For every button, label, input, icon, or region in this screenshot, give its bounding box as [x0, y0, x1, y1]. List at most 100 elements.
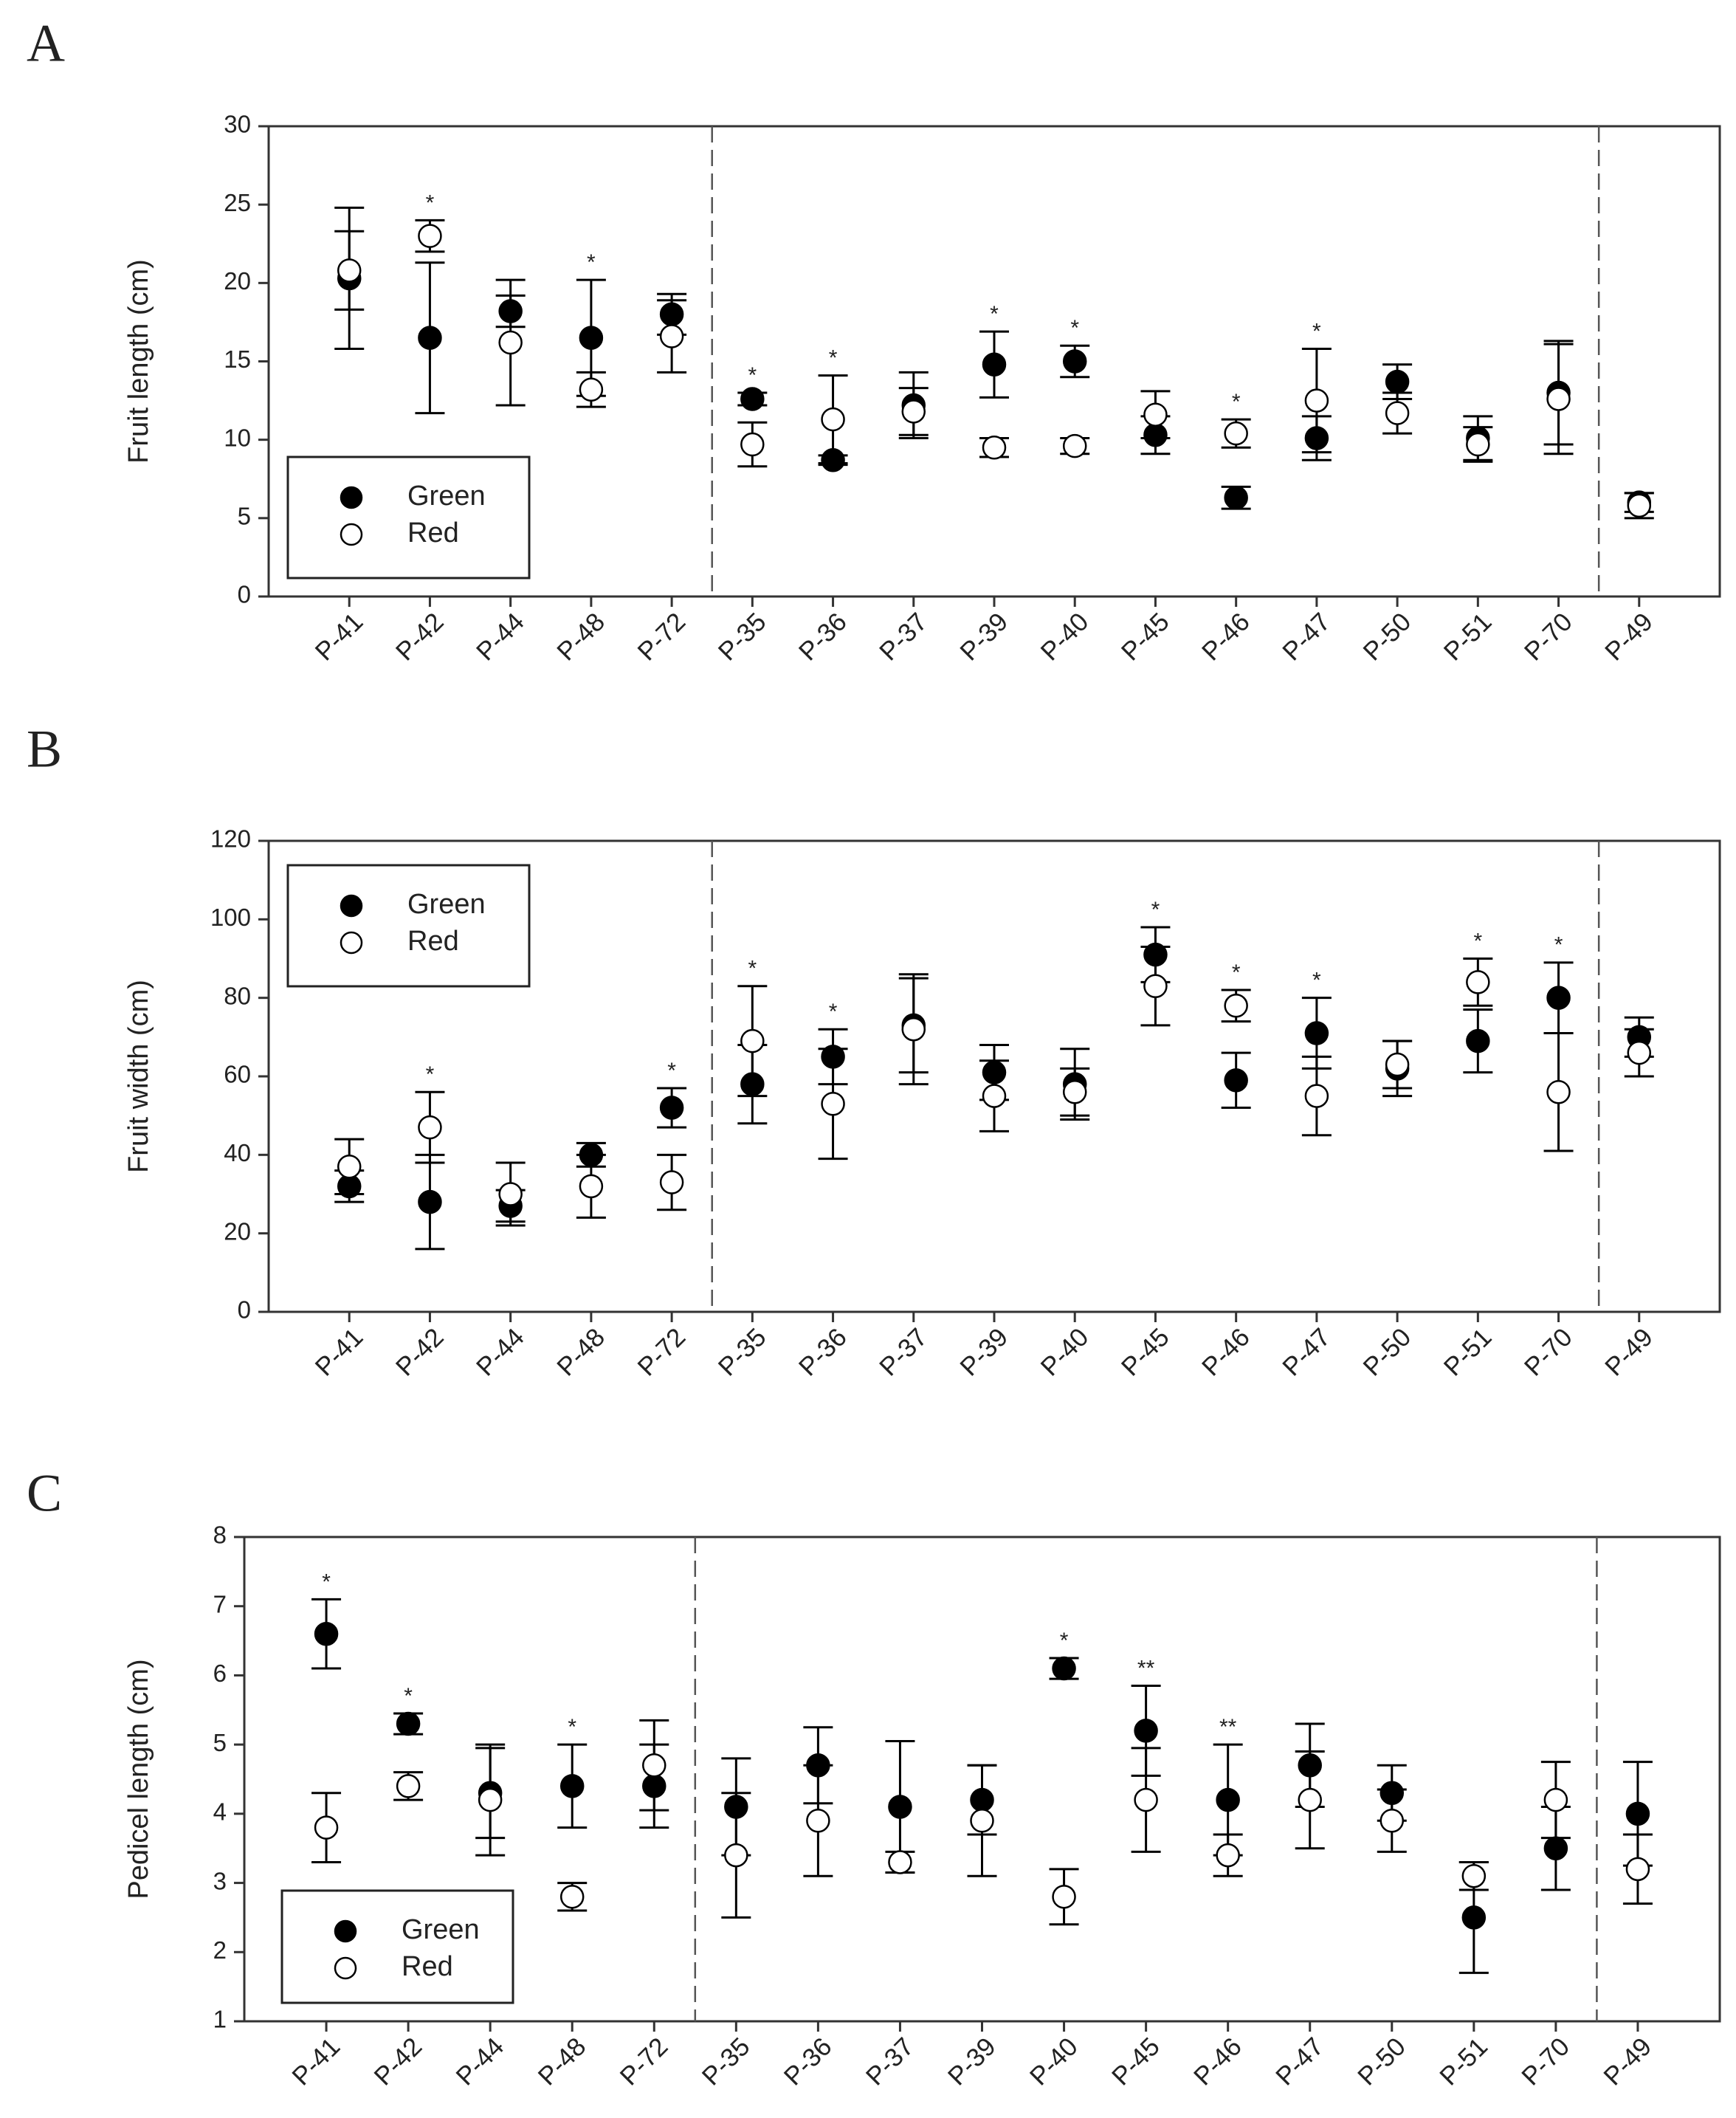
legend-marker	[334, 1919, 357, 1943]
y-tick-label: 10	[224, 424, 251, 451]
marker	[1385, 401, 1410, 425]
y-tick-label: 2	[213, 1936, 227, 1964]
legend-label: Green	[402, 1914, 480, 1945]
x-tick-label: P-44	[471, 1323, 530, 1382]
legend-marker	[340, 931, 363, 955]
marker	[659, 1170, 684, 1194]
marker	[337, 258, 362, 283]
x-tick-label: P-37	[861, 2032, 920, 2091]
x-tick-label: P-37	[874, 1323, 933, 1382]
marker	[724, 1795, 748, 1819]
y-tick-label: 60	[224, 1061, 251, 1088]
marker	[1385, 1052, 1410, 1077]
marker	[1143, 974, 1168, 998]
significance-mark: *	[1151, 898, 1160, 922]
significance-mark: *	[1312, 969, 1321, 993]
marker	[498, 299, 523, 323]
marker	[821, 1045, 845, 1069]
significance-mark: *	[1070, 316, 1079, 340]
y-tick-label: 6	[213, 1660, 227, 1687]
marker	[806, 1808, 830, 1833]
marker	[901, 1017, 926, 1042]
marker	[1543, 1787, 1568, 1812]
marker	[1224, 485, 1248, 510]
significance-mark: *	[829, 346, 838, 371]
x-tick-label: P-36	[793, 608, 852, 667]
x-tick-label: P-48	[551, 1323, 610, 1382]
x-tick-label: P-72	[632, 1323, 691, 1382]
significance-mark: *	[1060, 1629, 1069, 1653]
x-tick-label: P-72	[632, 608, 691, 667]
marker	[1298, 1787, 1322, 1812]
marker	[1062, 433, 1087, 458]
x-tick-label: P-47	[1277, 1323, 1336, 1382]
marker	[1216, 1787, 1240, 1812]
marker	[1546, 387, 1571, 411]
significance-mark: *	[568, 1715, 576, 1739]
marker	[1546, 1080, 1571, 1104]
marker	[396, 1774, 421, 1798]
marker	[642, 1774, 666, 1798]
significance-mark: *	[667, 1059, 676, 1083]
marker	[579, 326, 604, 350]
legend-label: Green	[407, 889, 486, 920]
y-tick-label: 15	[224, 345, 251, 373]
x-tick-label: P-44	[471, 608, 530, 667]
marker	[982, 436, 1007, 460]
x-tick-label: P-49	[1598, 2032, 1657, 2091]
marker	[579, 1143, 604, 1167]
marker	[1304, 388, 1329, 413]
x-tick-label: P-42	[390, 608, 450, 667]
y-tick-label: 20	[224, 1217, 251, 1245]
significance-mark: **	[1137, 1656, 1155, 1680]
marker	[888, 1795, 912, 1819]
marker	[418, 1189, 442, 1214]
y-tick-label: 25	[224, 189, 251, 216]
marker	[1461, 1863, 1487, 1888]
x-tick-label: P-42	[368, 2032, 427, 2091]
x-tick-label: P-47	[1270, 2032, 1329, 2091]
marker	[1134, 1787, 1158, 1812]
panel-label: A	[27, 14, 65, 73]
panel-label: C	[27, 1464, 62, 1523]
x-tick-label: P-39	[954, 608, 1013, 667]
x-tick-label: P-39	[943, 2032, 1002, 2091]
x-tick-label: P-41	[310, 608, 369, 667]
marker	[740, 1072, 765, 1096]
x-tick-label: P-46	[1188, 2032, 1247, 2091]
marker	[579, 1174, 604, 1199]
marker	[659, 302, 684, 327]
significance-mark: *	[748, 363, 757, 388]
marker	[1143, 402, 1168, 427]
legend-marker	[334, 1956, 357, 1980]
marker	[1062, 1080, 1087, 1104]
y-tick-label: 0	[238, 1296, 251, 1324]
x-tick-label: P-47	[1277, 608, 1336, 667]
x-tick-label: P-51	[1439, 1323, 1498, 1382]
x-tick-label: P-45	[1116, 608, 1175, 667]
marker	[740, 1028, 765, 1053]
marker	[982, 1060, 1007, 1084]
significance-mark: *	[1312, 319, 1321, 343]
y-tick-label: 1	[213, 2006, 227, 2033]
marker	[1385, 369, 1410, 394]
marker	[314, 1815, 339, 1840]
marker	[970, 1787, 994, 1812]
significance-mark: *	[1232, 960, 1241, 985]
legend-box	[280, 1889, 514, 2004]
significance-mark: *	[1232, 390, 1241, 414]
x-tick-label: P-41	[310, 1323, 369, 1382]
x-tick-label: P-70	[1519, 608, 1578, 667]
significance-mark: *	[829, 1000, 838, 1024]
marker	[498, 330, 523, 355]
x-tick-label: P-48	[533, 2032, 592, 2091]
significance-mark: *	[1554, 933, 1563, 957]
marker	[821, 407, 845, 432]
marker	[1224, 421, 1248, 446]
marker	[337, 1155, 362, 1179]
x-tick-label: P-45	[1116, 1323, 1175, 1382]
significance-mark: **	[1219, 1715, 1237, 1739]
significance-mark: *	[322, 1569, 331, 1594]
marker	[1627, 1040, 1652, 1065]
